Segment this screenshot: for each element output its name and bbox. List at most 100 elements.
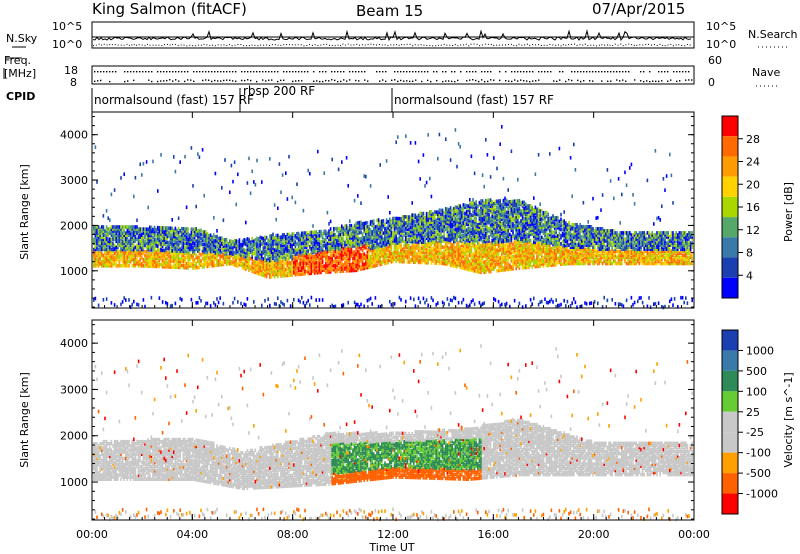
echo-cell [99, 237, 101, 242]
echo-cell [467, 204, 469, 208]
echo-cell [347, 248, 349, 253]
echo-cell [331, 263, 333, 268]
echo-cell [277, 237, 279, 242]
echo-cell [185, 251, 188, 256]
echo-cell [329, 243, 332, 248]
echo-cell [157, 262, 159, 267]
echo-cell [121, 259, 124, 264]
echo-cell [451, 212, 453, 217]
echo-cell [465, 242, 468, 247]
echo-cell [470, 154, 473, 159]
echo-cell [184, 154, 186, 159]
echo-cell [240, 242, 242, 247]
echo-cell [336, 234, 338, 239]
freq-dot [115, 71, 117, 73]
echo-cell [121, 227, 124, 231]
nave-dot [283, 79, 285, 81]
echo-cell [232, 300, 234, 305]
echo-cell [369, 184, 372, 188]
echo-cell [392, 231, 394, 235]
echo-cell [299, 268, 301, 272]
echo-cell [169, 242, 172, 247]
echo-cell [125, 231, 127, 235]
echo-cell [280, 266, 282, 270]
echo-cell [102, 239, 105, 244]
echo-cell [342, 238, 345, 243]
nave-dot [295, 80, 297, 82]
echo-cell [429, 248, 431, 253]
echo-cell [105, 229, 108, 233]
echo-cell [288, 251, 290, 255]
echo-cell [201, 242, 204, 247]
echo-cell [155, 254, 157, 258]
echo-cell [320, 248, 322, 252]
echo-cell [113, 237, 116, 242]
echo-cell [253, 180, 255, 184]
echo-cell [283, 241, 285, 245]
echo-cell [310, 242, 313, 247]
freq-strip-frame [91, 65, 695, 85]
echo-cell [475, 216, 477, 221]
echo-cell [163, 232, 165, 236]
nave-dot [271, 79, 273, 81]
echo-cell [189, 251, 191, 256]
echo-cell [217, 236, 220, 241]
echo-cell [453, 217, 455, 221]
echo-cell [294, 246, 297, 250]
echo-cell [454, 205, 457, 209]
echo-cell [302, 272, 305, 276]
echo-cell [299, 266, 301, 270]
echo-cell [110, 227, 113, 231]
echo-cell [245, 303, 247, 307]
echo-cell [225, 249, 228, 254]
echo-cell [187, 249, 189, 254]
echo-cell [197, 152, 199, 156]
echo-cell [275, 302, 277, 306]
echo-cell [304, 235, 306, 239]
echo-cell [336, 259, 338, 264]
freq-dot [649, 71, 651, 73]
echo-cell [120, 253, 122, 258]
echo-cell [389, 217, 391, 222]
echo-cell [333, 304, 335, 309]
echo-cell [153, 258, 156, 262]
echo-cell [329, 219, 332, 224]
echo-cell [102, 227, 105, 231]
echo-cell [197, 239, 199, 243]
echo-cell [125, 235, 127, 240]
echo-cell [193, 264, 196, 268]
echo-cell [126, 261, 129, 266]
echo-cell [307, 261, 309, 266]
echo-cell [229, 261, 231, 266]
echo-cell [101, 231, 103, 235]
echo-cell [187, 251, 189, 256]
echo-cell [120, 235, 122, 240]
echo-cell [120, 245, 122, 250]
echo-cell [296, 235, 298, 240]
echo-cell [273, 250, 276, 254]
echo-cell [302, 241, 305, 246]
nave-dot [565, 80, 567, 83]
echo-cell [329, 247, 332, 252]
echo-cell [294, 266, 297, 271]
echo-cell [141, 249, 143, 254]
echo-cell [181, 251, 183, 256]
echo-cell [270, 270, 273, 275]
echo-cell [235, 261, 237, 266]
echo-cell [277, 266, 279, 270]
echo-cell [259, 262, 261, 266]
echo-cell [329, 257, 332, 262]
echo-cell [152, 264, 154, 269]
echo-cell [347, 252, 349, 257]
nave-dot [403, 80, 405, 82]
echo-cell [445, 237, 447, 242]
echo-cell [459, 239, 461, 243]
echo-cell [229, 249, 231, 254]
echo-cell [294, 262, 297, 267]
echo-cell [307, 168, 309, 173]
echo-cell [107, 216, 109, 220]
echo-cell [241, 245, 244, 250]
echo-cell [329, 239, 332, 244]
echo-cell [139, 251, 141, 256]
echo-cell [147, 237, 149, 242]
